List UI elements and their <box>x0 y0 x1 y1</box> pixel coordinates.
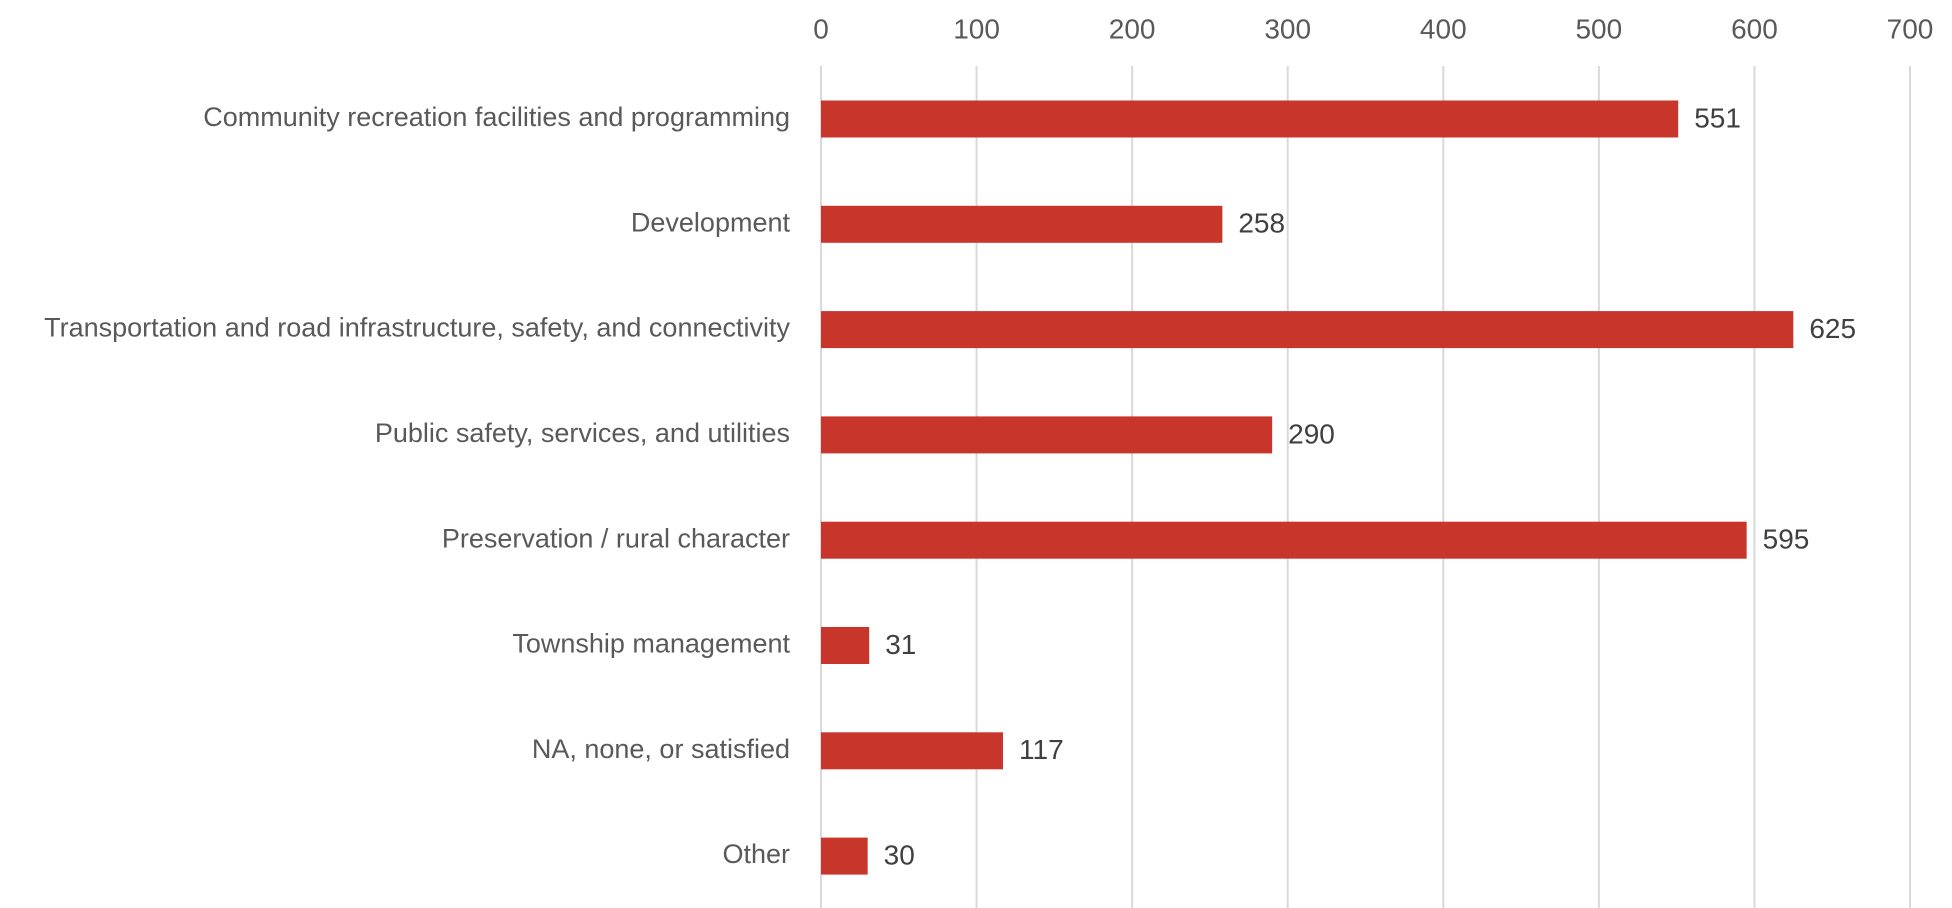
bars <box>821 100 1794 875</box>
x-tick-label: 200 <box>1109 13 1156 44</box>
data-label: 551 <box>1694 102 1741 133</box>
category-labels: Community recreation facilities and prog… <box>44 102 790 869</box>
category-label: Township management <box>512 629 790 659</box>
bar <box>821 521 1747 559</box>
gridlines <box>820 66 1911 908</box>
x-tick-label: 700 <box>1887 13 1934 44</box>
data-label: 625 <box>1809 313 1856 344</box>
data-labels: 551 258 625 290 595 31 117 30 <box>884 102 1856 870</box>
bar <box>821 311 1794 349</box>
bar <box>821 627 870 664</box>
x-tick-label: 100 <box>953 13 1000 44</box>
category-label: Transportation and road infrastructure, … <box>44 313 790 343</box>
data-label: 117 <box>1019 734 1064 765</box>
category-label: Development <box>631 207 791 237</box>
category-label: Other <box>722 839 790 869</box>
bar <box>821 837 868 875</box>
x-tick-label: 500 <box>1575 13 1622 44</box>
data-label: 30 <box>884 839 915 870</box>
x-tick-label: 300 <box>1264 13 1311 44</box>
x-tick-label: 0 <box>813 13 829 44</box>
bar <box>821 100 1679 138</box>
data-label: 595 <box>1763 524 1810 555</box>
data-label: 290 <box>1288 418 1335 449</box>
category-label: Public safety, services, and utilities <box>375 418 790 448</box>
bar <box>821 732 1004 770</box>
category-label: Community recreation facilities and prog… <box>203 102 790 132</box>
x-axis-ticks: 0 100 200 300 400 500 600 700 <box>813 13 1933 44</box>
category-label: NA, none, or satisfied <box>532 734 790 764</box>
x-tick-label: 400 <box>1420 13 1467 44</box>
bar <box>821 416 1273 454</box>
data-label: 31 <box>885 629 916 660</box>
bar <box>821 205 1223 243</box>
data-label: 258 <box>1238 208 1285 239</box>
x-tick-label: 600 <box>1731 13 1778 44</box>
category-label: Preservation / rural character <box>442 523 790 553</box>
